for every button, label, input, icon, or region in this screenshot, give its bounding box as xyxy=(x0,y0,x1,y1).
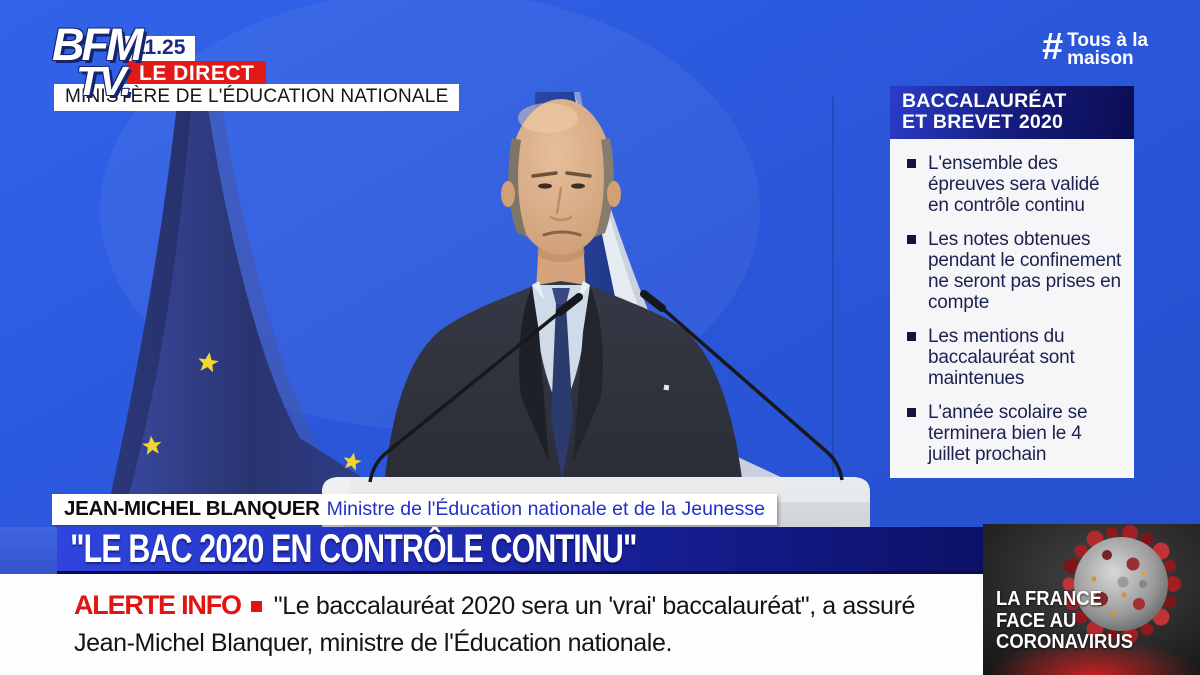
speaker-role: Ministre de l'Éducation nationale et de … xyxy=(326,498,765,520)
virus-sphere xyxy=(1062,525,1181,643)
speaker-tie-knot xyxy=(552,288,570,304)
speaker-ear-left xyxy=(501,181,515,207)
speaker-lapel-left xyxy=(519,286,549,462)
bfm-tv-logo: BFM TV. xyxy=(52,19,144,104)
coronavirus-panel-title: LA FRANCE FACE AU CORONAVIRUS xyxy=(996,587,1134,653)
speaker-ear-right xyxy=(607,181,621,207)
square-bullet-icon xyxy=(250,601,262,612)
speaker-head xyxy=(509,99,613,255)
coronavirus-illustration xyxy=(983,524,1200,675)
info-panel-body: L'ensemble des épreuves sera validé en c… xyxy=(890,139,1134,478)
square-bullet-icon xyxy=(907,159,916,168)
list-item: Les mentions du baccalauréat sont mainte… xyxy=(904,326,1122,389)
speaker-name: JEAN-MICHEL BLANQUER xyxy=(64,497,320,520)
headline-text: "LE BAC 2020 EN CONTRÔLE CONTINU" xyxy=(70,527,637,571)
info-panel-baccalaureat: BACCALAURÉAT ET BREVET 2020 L'ensemble d… xyxy=(890,86,1134,478)
microphone-right xyxy=(640,290,844,481)
eu-flag xyxy=(110,95,395,498)
info-panel-title: BACCALAURÉAT ET BREVET 2020 xyxy=(890,86,1134,139)
square-bullet-icon xyxy=(907,408,916,417)
hashtag-tous-a-la-maison: # Tous à la maison xyxy=(1042,26,1149,69)
live-badge: LE DIRECT xyxy=(127,61,267,88)
square-bullet-icon xyxy=(907,235,916,244)
list-item: L'année scolaire se terminera bien le 4 … xyxy=(904,402,1122,465)
coronavirus-panel: LA FRANCE FACE AU CORONAVIRUS xyxy=(983,524,1200,675)
location-banner: MINISTÈRE DE L'ÉDUCATION NATIONALE xyxy=(54,84,460,111)
list-item: L'ensemble des épreuves sera validé en c… xyxy=(904,153,1122,216)
speaker-lapel-right xyxy=(573,286,603,462)
list-item: Les notes obtenues pendant le confinemen… xyxy=(904,229,1122,313)
hashtag-text: Tous à la maison xyxy=(1067,30,1149,69)
clock-badge: 11.25 xyxy=(124,36,196,61)
alert-content: ALERTE INFO "Le baccalauréat 2020 sera un… xyxy=(0,574,983,662)
alert-info-bar: ALERTE INFO "Le baccalauréat 2020 sera un… xyxy=(0,574,983,675)
speaker-name-banner: JEAN-MICHEL BLANQUER Ministre de l'Éducat… xyxy=(52,494,777,525)
alert-label: ALERTE INFO xyxy=(74,590,242,620)
hashtag-icon: # xyxy=(1042,26,1064,68)
square-bullet-icon xyxy=(907,332,916,341)
headline-banner: "LE BAC 2020 EN CONTRÔLE CONTINU" xyxy=(57,527,983,574)
bfm-logo-line2: TV. xyxy=(76,58,132,104)
speaker-hair-right xyxy=(595,138,614,237)
speaker-tie xyxy=(551,304,573,480)
headline-lead-block xyxy=(0,527,57,574)
microphone-left xyxy=(368,293,583,483)
alert-text: "Le baccalauréat 2020 sera un 'vrai' bac… xyxy=(74,592,915,657)
bfm-logo-line1: BFM xyxy=(52,19,144,70)
speaker-hair-left xyxy=(508,138,527,237)
